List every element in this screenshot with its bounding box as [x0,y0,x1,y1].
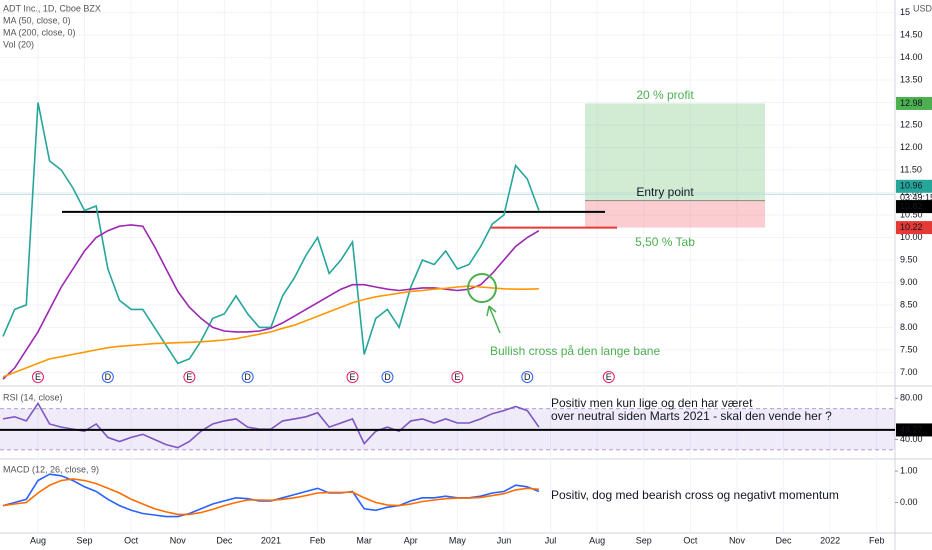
price-label-bg [896,200,932,214]
y-tick-label: 9.00 [900,277,918,287]
series-line [2,478,539,516]
event-marker [183,371,196,383]
event-marker [241,371,254,383]
series-line [2,285,539,378]
x-tick-label: Jul [545,535,557,545]
countdown: 03:49:15 [900,193,932,203]
price-label: 49.27 [900,424,923,434]
event-label: E [35,372,41,382]
pane-title: RSI (14, close) [3,392,63,402]
x-tick-label: Aug [589,535,605,545]
y-tick-label: 12.50 [900,119,923,129]
symbol-title: ADT Inc., 1D, Cboe BZX [3,3,101,13]
annotation: Positiv men kun lige og den har været [551,396,753,410]
x-tick-label: Dec [216,535,233,545]
price-label-bg [896,96,932,110]
x-tick-label: Feb [869,535,885,545]
annotation: Entry point [636,185,694,199]
annotation: 20 % profit [636,88,694,102]
pane-title: MACD (12, 26, close, 9) [3,464,99,474]
event-label: D [524,372,531,382]
x-tick-label: Mar [356,535,372,545]
series-line [2,224,540,380]
arrow [486,305,501,334]
event-label: D [244,372,251,382]
highlight-circle [467,273,497,303]
event-label: E [186,372,192,382]
price-label: 10.82 [900,201,923,211]
x-tick-label: Nov [170,535,187,545]
x-tick-label: May [449,535,467,545]
price-label-bg [896,221,932,235]
x-tick-label: Oct [683,535,698,545]
indicator-label: MA (200, close, 0) [3,27,76,37]
indicator-label: Vol (20) [3,39,34,49]
loss-zone [585,200,765,228]
y-tick-label: 14.00 [900,52,923,62]
y-tick-label: 12.00 [900,142,923,152]
x-tick-label: Jun [497,535,512,545]
price-label: 12.98 [900,98,923,108]
annotation: Positiv, dog med bearish cross og negati… [551,488,839,502]
y-tick-label: 40.00 [900,434,923,444]
y-tick-label: 10.00 [900,232,923,242]
x-tick-label: Dec [776,535,793,545]
price-label: 10.22 [900,222,923,232]
x-tick-label: Oct [124,535,139,545]
y-tick-label: 14.50 [900,29,923,39]
y-tick-label: 0.00 [900,497,918,507]
event-label: D [384,372,391,382]
event-label: E [606,372,612,382]
event-marker [381,371,394,383]
x-tick-label: 2021 [261,535,281,545]
event-label: E [454,372,460,382]
indicator-label: MA (50, close, 0) [3,15,71,25]
y-tick-label: 13.50 [900,74,923,84]
profit-zone [585,103,765,201]
x-tick-label: Nov [729,535,746,545]
price-label-bg [896,423,932,437]
x-tick-label: Feb [310,535,326,545]
x-tick-label: Aug [30,535,46,545]
event-marker [346,371,359,383]
event-marker [602,371,615,383]
y-tick-label: 9.50 [900,254,918,264]
annotation: Bullish cross på den lange bane [490,344,660,358]
event-marker [31,371,44,383]
y-tick-label: 7.50 [900,344,918,354]
x-tick-label: 2022 [820,535,840,545]
x-tick-label: Sep [636,535,652,545]
event-label: D [105,372,112,382]
series-line [2,102,540,365]
currency: USD [913,3,932,13]
annotation: 5,50 % Tab [635,235,695,249]
y-tick-label: 8.50 [900,299,918,309]
price-label-bg [896,179,932,193]
y-tick-label: 8.00 [900,322,918,332]
y-tick-label: 10.50 [900,209,923,219]
event-marker [101,371,114,383]
event-marker [521,371,534,383]
x-tick-label: Apr [404,535,418,545]
y-tick-label: 15 [900,7,910,17]
y-tick-label: 1.00 [900,465,918,475]
x-tick-label: Sep [77,535,93,545]
y-tick-label: 7.00 [900,367,918,377]
event-marker [451,371,464,383]
annotation: over neutral siden Marts 2021 - skal den… [551,409,832,423]
y-tick-label: 11.50 [900,164,922,174]
event-label: E [349,372,355,382]
y-tick-label: 80.00 [900,393,923,403]
price-label: 10.96 [900,181,923,191]
